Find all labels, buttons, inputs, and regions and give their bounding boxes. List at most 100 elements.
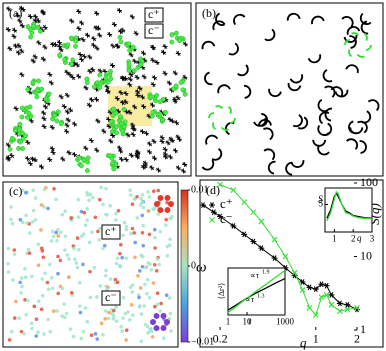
particle [141, 74, 147, 80]
particle [89, 97, 95, 103]
cluster-dot [85, 155, 91, 161]
colored-particle [21, 188, 25, 192]
colored-particle [78, 310, 83, 315]
colored-particle [120, 329, 125, 333]
colored-particle [36, 263, 41, 268]
colored-particle [56, 291, 61, 296]
colored-particle [155, 302, 160, 307]
particle [150, 57, 156, 63]
cluster-dot [38, 28, 43, 34]
colored-particle [12, 248, 17, 252]
particle [30, 58, 36, 64]
colorbar [180, 189, 189, 343]
colored-particle [39, 228, 43, 232]
rosette-dot [164, 319, 170, 325]
arc-particle [228, 42, 239, 56]
panel-frame [199, 179, 384, 348]
particle [7, 46, 13, 52]
colored-particle [65, 253, 70, 257]
colored-particle [149, 268, 154, 272]
colored-particle [10, 221, 15, 226]
cluster-dot [114, 130, 120, 136]
particle [15, 50, 21, 56]
particle [117, 8, 123, 14]
particle [11, 33, 17, 39]
colored-particle [155, 257, 160, 261]
cluster-dot [107, 153, 113, 158]
particle [117, 145, 123, 151]
series-line [227, 269, 286, 314]
colored-particle [17, 316, 22, 321]
particle [109, 62, 115, 68]
arc-particle [289, 74, 304, 84]
particle [159, 138, 165, 144]
cluster-dot [57, 52, 63, 58]
arc-particle [307, 54, 322, 64]
colored-particle [90, 230, 94, 234]
colored-particle [36, 299, 41, 304]
colored-particle [22, 331, 26, 336]
colored-particle [87, 198, 91, 203]
colored-particle [168, 237, 172, 242]
cluster-dot [39, 86, 45, 92]
rosette-dot [168, 201, 174, 207]
colored-particle [9, 217, 13, 222]
colored-particle [158, 309, 162, 313]
rosette-dot [153, 312, 160, 319]
cluster-dot [79, 163, 84, 169]
particle [162, 44, 168, 50]
colored-particle [23, 267, 27, 271]
arc-particle [330, 86, 344, 97]
particle [155, 167, 161, 173]
colored-particle [158, 229, 163, 234]
colored-particle [34, 334, 39, 338]
cluster-dot [43, 96, 49, 102]
particle [41, 124, 47, 130]
colored-particle [19, 329, 24, 334]
arc-particle [349, 127, 364, 135]
colored-particle [20, 220, 25, 225]
arc-particle [334, 89, 349, 98]
colored-particle [85, 193, 90, 197]
particle [128, 152, 134, 158]
cluster-dot [55, 109, 61, 115]
particle [175, 95, 181, 101]
colored-particle [142, 282, 147, 287]
particle [5, 142, 11, 148]
colored-particle [40, 293, 45, 298]
colored-particle [153, 235, 157, 240]
particle [151, 75, 157, 81]
particle [79, 20, 85, 26]
colored-particle [46, 287, 51, 292]
arc-particle [311, 15, 325, 25]
x-tick-label: 0.2 [213, 331, 228, 345]
arc-particle [324, 107, 333, 122]
colorbar-label: ω [196, 259, 207, 275]
cluster-dot [70, 57, 76, 63]
colored-particle [115, 256, 120, 261]
series-line [227, 278, 286, 311]
particle [132, 104, 138, 110]
colored-particle [18, 217, 23, 222]
particle [140, 164, 146, 170]
arc-particle [312, 139, 327, 147]
particle [176, 136, 182, 142]
particle [47, 71, 53, 77]
colored-particle [139, 253, 144, 258]
colored-particle [81, 262, 85, 267]
particle [139, 94, 145, 100]
colored-particle [50, 229, 55, 234]
arc-particle [201, 159, 215, 171]
cluster-dot [92, 84, 97, 90]
particle [83, 85, 89, 91]
colored-particle [133, 240, 137, 245]
arc-particle [243, 84, 252, 99]
arc-particle [360, 20, 369, 35]
colored-particle [156, 188, 161, 193]
arc-particle [357, 120, 368, 134]
rosette-arc [212, 121, 217, 131]
colored-particle [119, 242, 123, 247]
particle [32, 157, 38, 163]
particle [119, 75, 125, 81]
particle [19, 23, 25, 29]
